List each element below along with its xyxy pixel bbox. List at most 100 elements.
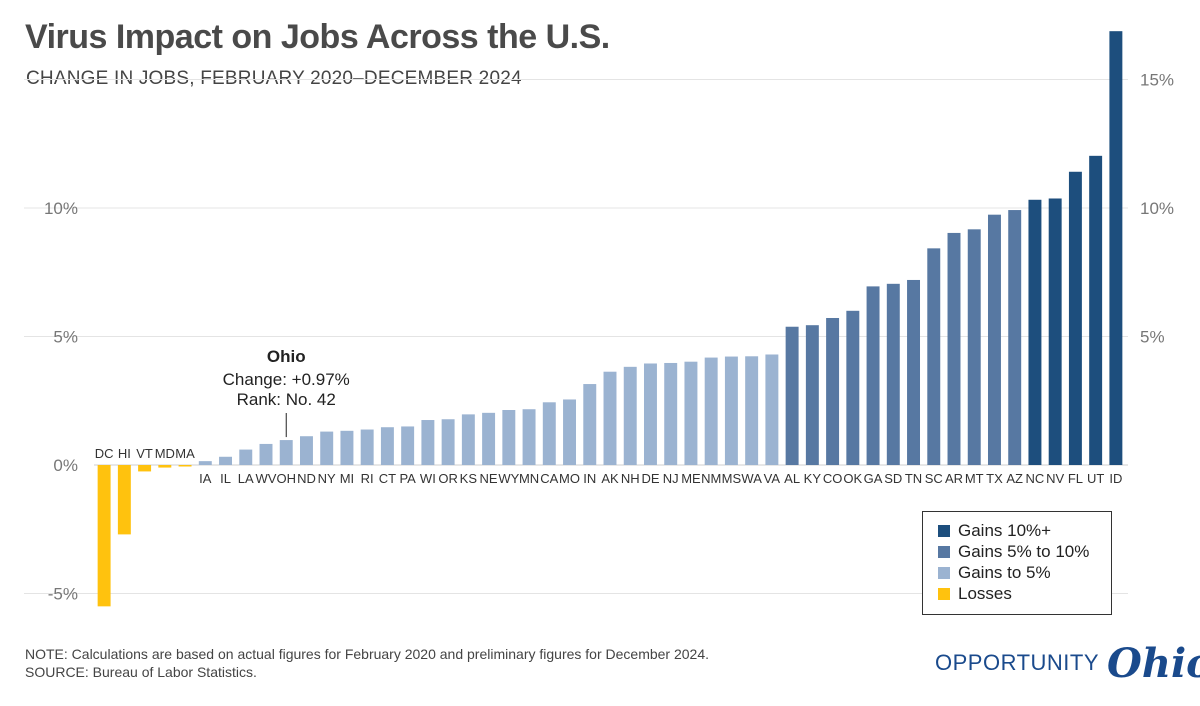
category-label-mi: MI — [340, 471, 354, 486]
category-label-ne: NE — [480, 471, 498, 486]
category-label-wi: WI — [420, 471, 436, 486]
bar-id — [1109, 31, 1123, 466]
category-label-vt: VT — [136, 446, 153, 461]
bar-ma — [178, 465, 192, 467]
category-label-ar: AR — [945, 471, 963, 486]
category-label-fl: FL — [1068, 471, 1083, 486]
bar-al — [785, 326, 799, 465]
bar-ri — [360, 429, 374, 465]
category-label-ny: NY — [318, 471, 336, 486]
legend-swatch — [938, 524, 950, 537]
category-label-wy: WY — [498, 471, 519, 486]
category-label-in: IN — [583, 471, 596, 486]
bar-fl — [1068, 171, 1082, 465]
category-label-nv: NV — [1046, 471, 1064, 486]
bar-in — [583, 384, 597, 465]
category-label-de: DE — [641, 471, 659, 486]
category-label-la: LA — [238, 471, 254, 486]
category-label-tn: TN — [905, 471, 922, 486]
bar-ak — [603, 371, 617, 465]
bar-ia — [198, 461, 212, 465]
category-label-ma: MA — [175, 446, 195, 461]
bar-sc — [927, 248, 941, 465]
bars — [97, 31, 1123, 607]
bar-il — [219, 456, 233, 465]
category-label-nd: ND — [297, 471, 316, 486]
category-label-or: OR — [438, 471, 458, 486]
source-text: SOURCE: Bureau of Labor Statistics. — [25, 664, 257, 680]
bar-wi — [421, 420, 435, 465]
category-label-oh: OH — [276, 471, 296, 486]
bar-tx — [987, 214, 1001, 465]
annotation-rank: Rank: No. 42 — [237, 390, 336, 409]
bar-ne — [482, 412, 496, 465]
category-label-ak: AK — [601, 471, 619, 486]
bar-oh — [279, 440, 293, 465]
bar-md — [158, 465, 172, 468]
category-label-va: VA — [764, 471, 781, 486]
bar-co — [826, 317, 840, 465]
category-label-hi: HI — [118, 446, 131, 461]
category-labels: DC HI VT MD MA IA IL LA WV OH ND NY MI RI CT PA WI OR KS NE… — [95, 446, 1123, 486]
legend-item: Gains to 5% — [938, 562, 1111, 583]
legend: Gains 10%+ Gains 5% to 10% Gains to 5% Loss… — [922, 511, 1112, 615]
y-tick-label-right: 5% — [1140, 328, 1165, 347]
legend-label: Losses — [958, 583, 1012, 603]
bar-va — [765, 354, 779, 465]
legend-label: Gains 10%+ — [958, 520, 1052, 540]
bar-nm — [704, 357, 718, 465]
note-text: NOTE: Calculations are based on actual f… — [25, 646, 710, 662]
category-label-ok: OK — [843, 471, 862, 486]
category-label-mn: MN — [519, 471, 539, 486]
category-label-ct: CT — [379, 471, 396, 486]
bar-ms — [724, 356, 738, 465]
bar-wa — [745, 356, 759, 465]
category-label-wv: WV — [256, 471, 277, 486]
y-tick-label-left: -5% — [48, 585, 78, 604]
bar-nh — [623, 366, 637, 465]
category-label-sc: SC — [925, 471, 943, 486]
chart-subtitle: CHANGE IN JOBS, FEBRUARY 2020–DECEMBER 2… — [26, 68, 522, 89]
bar-or — [441, 419, 455, 465]
category-label-ca: CA — [540, 471, 558, 486]
category-label-nc: NC — [1026, 471, 1045, 486]
category-label-co: CO — [823, 471, 843, 486]
bar-ar — [947, 232, 961, 465]
category-label-al: AL — [784, 471, 800, 486]
bar-nd — [299, 436, 313, 465]
category-label-sd: SD — [884, 471, 902, 486]
bar-hi — [117, 465, 131, 535]
bar-mi — [340, 430, 354, 465]
category-label-id: ID — [1109, 471, 1122, 486]
bar-ga — [866, 286, 880, 465]
category-label-ut: UT — [1087, 471, 1104, 486]
category-label-ga: GA — [864, 471, 883, 486]
bar-nj — [664, 362, 678, 465]
bar-pa — [401, 426, 415, 465]
y-tick-label-left: 5% — [53, 328, 78, 347]
category-label-pa: PA — [399, 471, 416, 486]
category-label-dc: DC — [95, 446, 114, 461]
logo-word-ohio: Ohio — [1107, 639, 1200, 687]
opportunity-ohio-logo: OPPORTUNITY Ohio — [935, 638, 1200, 688]
bar-dc — [97, 465, 111, 607]
annotation-change: Change: +0.97% — [223, 370, 350, 389]
category-label-ks: KS — [460, 471, 478, 486]
y-tick-label-left: 10% — [44, 199, 78, 218]
category-label-nm: NM — [701, 471, 721, 486]
bar-me — [684, 361, 698, 465]
legend-label: Gains to 5% — [958, 562, 1051, 582]
annotation-name: Ohio — [267, 347, 306, 366]
legend-item: Gains 10%+ — [938, 520, 1111, 541]
ohio-annotation: Ohio Change: +0.97% Rank: No. 42 — [223, 347, 350, 438]
bar-ut — [1089, 155, 1103, 466]
category-label-ms: MS — [722, 471, 742, 486]
bar-la — [239, 449, 253, 465]
category-label-ia: IA — [199, 471, 212, 486]
bar-ok — [846, 310, 860, 465]
legend-item: Gains 5% to 10% — [938, 541, 1111, 562]
bar-de — [643, 363, 657, 465]
bar-tn — [907, 279, 921, 465]
bar-wv — [259, 443, 273, 465]
bar-ct — [380, 427, 394, 465]
